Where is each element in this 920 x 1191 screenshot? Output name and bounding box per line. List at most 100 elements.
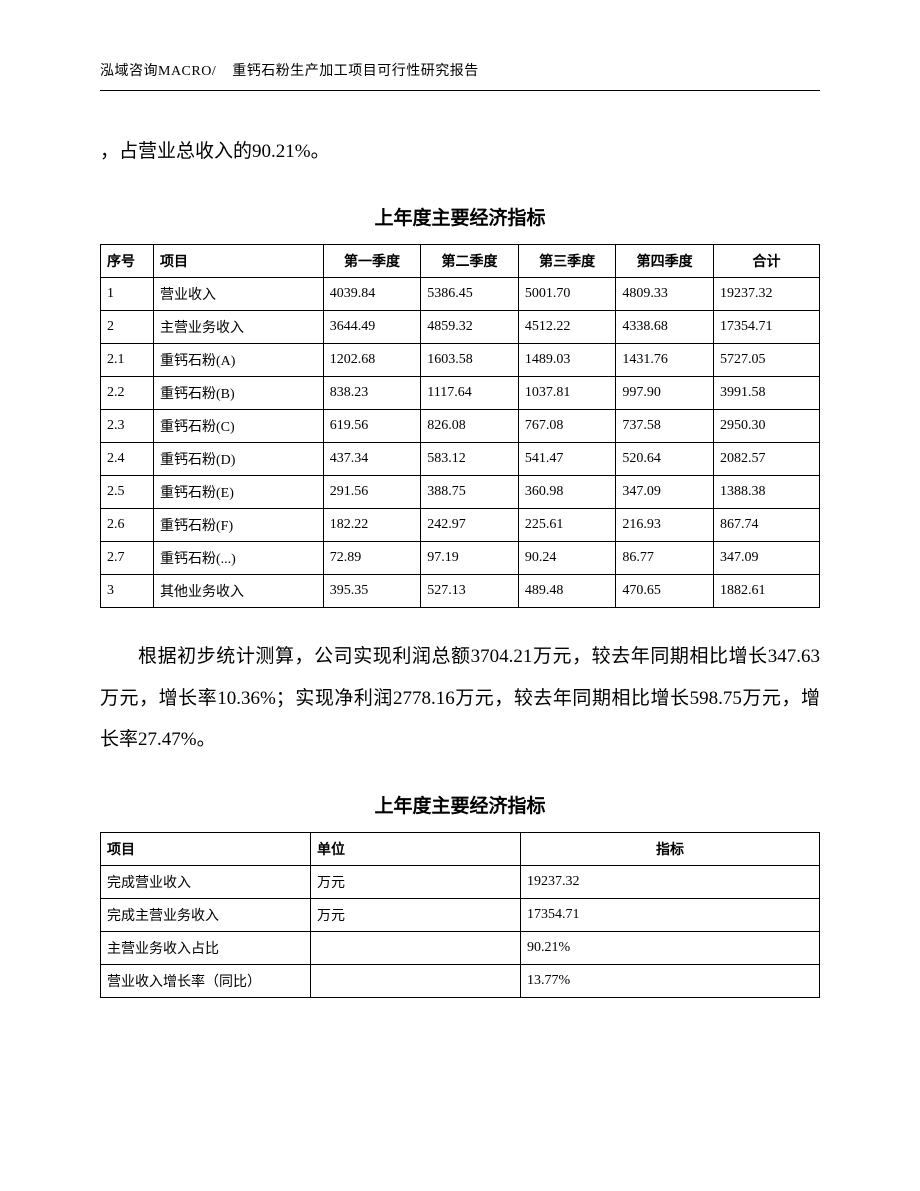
table-cell: 17354.71 [713, 310, 819, 343]
table-cell: 2082.57 [713, 442, 819, 475]
table-cell: 17354.71 [521, 899, 820, 932]
table-row: 完成主营业务收入万元17354.71 [101, 899, 820, 932]
table-cell: 291.56 [323, 475, 421, 508]
table-cell: 重钙石粉(D) [154, 442, 324, 475]
table-cell: 395.35 [323, 574, 421, 607]
table-cell: 737.58 [616, 409, 714, 442]
table-cell: 3 [101, 574, 154, 607]
table-row: 主营业务收入占比 90.21% [101, 932, 820, 965]
table-cell [311, 932, 521, 965]
table-cell: 1 [101, 277, 154, 310]
table-cell: 182.22 [323, 508, 421, 541]
table-cell: 2.7 [101, 541, 154, 574]
header-left: 泓域咨询MACRO/ [100, 64, 216, 79]
table-row: 2.4重钙石粉(D)437.34583.12541.47520.642082.5… [101, 442, 820, 475]
table-cell: 838.23 [323, 376, 421, 409]
table-cell: 5001.70 [518, 277, 616, 310]
table-cell: 3644.49 [323, 310, 421, 343]
table-row: 2.5重钙石粉(E)291.56388.75360.98347.091388.3… [101, 475, 820, 508]
table-cell: 主营业务收入 [154, 310, 324, 343]
table-row: 2主营业务收入3644.494859.324512.224338.6817354… [101, 310, 820, 343]
table-cell: 489.48 [518, 574, 616, 607]
table-cell: 2.2 [101, 376, 154, 409]
table-cell: 767.08 [518, 409, 616, 442]
table-cell: 1431.76 [616, 343, 714, 376]
table1: 序号 项目 第一季度 第二季度 第三季度 第四季度 合计 1营业收入4039.8… [100, 244, 820, 608]
table-cell: 完成主营业务收入 [101, 899, 311, 932]
table-row: 完成营业收入万元19237.32 [101, 866, 820, 899]
table-cell: 主营业务收入占比 [101, 932, 311, 965]
table-cell: 19237.32 [521, 866, 820, 899]
table-cell: 2.4 [101, 442, 154, 475]
table-cell: 4512.22 [518, 310, 616, 343]
table2: 项目 单位 指标 完成营业收入万元19237.32完成主营业务收入万元17354… [100, 832, 820, 998]
table-cell: 1037.81 [518, 376, 616, 409]
table-cell: 1202.68 [323, 343, 421, 376]
table-cell: 520.64 [616, 442, 714, 475]
table-row: 2.2重钙石粉(B)838.231117.641037.81997.903991… [101, 376, 820, 409]
table-cell: 437.34 [323, 442, 421, 475]
table1-title: 上年度主要经济指标 [100, 203, 820, 230]
table-row: 2.7重钙石粉(...)72.8997.1990.2486.77347.09 [101, 541, 820, 574]
table-row: 2.3重钙石粉(C)619.56826.08767.08737.582950.3… [101, 409, 820, 442]
table1-col-total: 合计 [713, 244, 819, 277]
table-cell: 2.6 [101, 508, 154, 541]
table-cell: 619.56 [323, 409, 421, 442]
table-cell: 360.98 [518, 475, 616, 508]
table-cell: 13.77% [521, 965, 820, 998]
document-page: 泓域咨询MACRO/ 重钙石粉生产加工项目可行性研究报告 ，占营业总收入的90.… [0, 0, 920, 1191]
table1-col-q3: 第三季度 [518, 244, 616, 277]
table-cell: 541.47 [518, 442, 616, 475]
table-cell [311, 965, 521, 998]
table-cell: 90.21% [521, 932, 820, 965]
table-cell: 527.13 [421, 574, 519, 607]
table-cell: 重钙石粉(...) [154, 541, 324, 574]
table-cell: 1117.64 [421, 376, 519, 409]
header-right: 重钙石粉生产加工项目可行性研究报告 [232, 64, 479, 79]
page-header: 泓域咨询MACRO/ 重钙石粉生产加工项目可行性研究报告 [100, 60, 820, 80]
table-cell: 重钙石粉(A) [154, 343, 324, 376]
table-cell: 72.89 [323, 541, 421, 574]
table-cell: 347.09 [616, 475, 714, 508]
table-cell: 2950.30 [713, 409, 819, 442]
table1-col-item: 项目 [154, 244, 324, 277]
table-cell: 470.65 [616, 574, 714, 607]
table-cell: 216.93 [616, 508, 714, 541]
table2-col-item: 项目 [101, 833, 311, 866]
table-cell: 完成营业收入 [101, 866, 311, 899]
table-row: 营业收入增长率（同比） 13.77% [101, 965, 820, 998]
table-cell: 86.77 [616, 541, 714, 574]
table-cell: 4859.32 [421, 310, 519, 343]
table-cell: 347.09 [713, 541, 819, 574]
table-cell: 1489.03 [518, 343, 616, 376]
table-row: 2.1重钙石粉(A)1202.681603.581489.031431.7657… [101, 343, 820, 376]
table-cell: 其他业务收入 [154, 574, 324, 607]
table-cell: 90.24 [518, 541, 616, 574]
table2-body: 完成营业收入万元19237.32完成主营业务收入万元17354.71主营业务收入… [101, 866, 820, 998]
paragraph-1: ，占营业总收入的90.21%。 [100, 131, 820, 173]
table-cell: 4809.33 [616, 277, 714, 310]
table-row: 1营业收入4039.845386.455001.704809.3319237.3… [101, 277, 820, 310]
table1-col-q2: 第二季度 [421, 244, 519, 277]
table-cell: 2 [101, 310, 154, 343]
table-cell: 2.5 [101, 475, 154, 508]
table2-title: 上年度主要经济指标 [100, 791, 820, 818]
table-cell: 997.90 [616, 376, 714, 409]
table-cell: 19237.32 [713, 277, 819, 310]
table-cell: 1388.38 [713, 475, 819, 508]
table-cell: 4338.68 [616, 310, 714, 343]
table-cell: 1603.58 [421, 343, 519, 376]
table-cell: 2.1 [101, 343, 154, 376]
table-cell: 97.19 [421, 541, 519, 574]
table-cell: 营业收入 [154, 277, 324, 310]
table-cell: 营业收入增长率（同比） [101, 965, 311, 998]
table-cell: 2.3 [101, 409, 154, 442]
table-row: 3其他业务收入395.35527.13489.48470.651882.61 [101, 574, 820, 607]
table2-col-unit: 单位 [311, 833, 521, 866]
table2-header-row: 项目 单位 指标 [101, 833, 820, 866]
table-cell: 225.61 [518, 508, 616, 541]
table-cell: 重钙石粉(F) [154, 508, 324, 541]
table-cell: 826.08 [421, 409, 519, 442]
table-cell: 重钙石粉(E) [154, 475, 324, 508]
table-cell: 583.12 [421, 442, 519, 475]
